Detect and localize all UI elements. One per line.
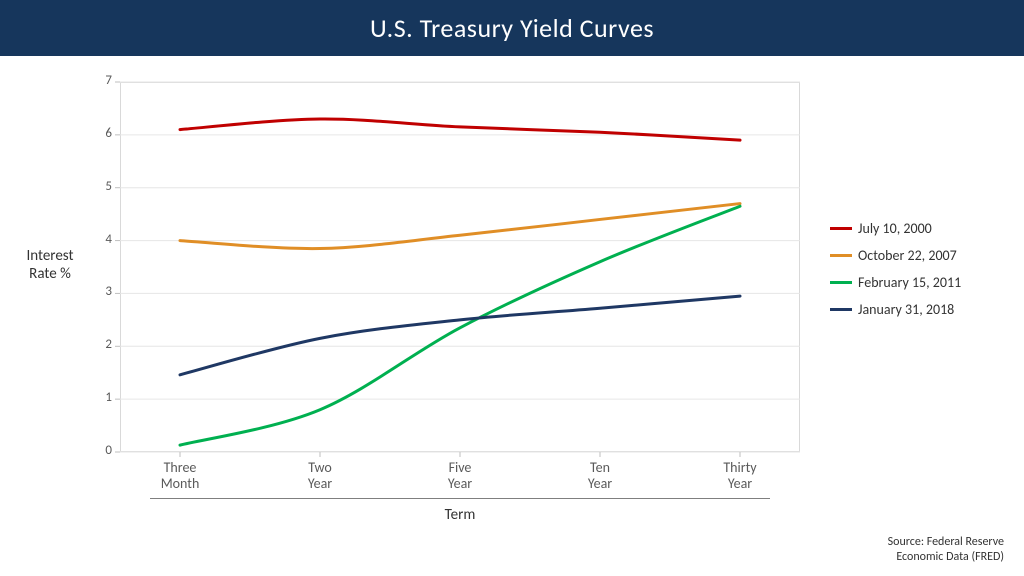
legend-item: July 10, 2000 <box>830 220 961 237</box>
x-tick-label: TenYear <box>560 460 640 492</box>
legend-swatch <box>830 281 852 284</box>
legend-label: October 22, 2007 <box>858 247 957 264</box>
legend-swatch <box>830 254 852 257</box>
title-bar: U.S. Treasury Yield Curves <box>0 0 1024 56</box>
source-text: Source: Federal Reserve Economic Data (F… <box>888 535 1004 566</box>
legend-label: July 10, 2000 <box>858 220 932 237</box>
y-tick-label: 3 <box>90 284 112 299</box>
x-tick-label: ThreeMonth <box>140 460 220 492</box>
legend-label: January 31, 2018 <box>858 301 954 318</box>
y-tick-label: 4 <box>90 232 112 247</box>
y-tick-label: 7 <box>90 73 112 88</box>
x-axis-label: Term <box>410 506 510 524</box>
yield-curve-chart <box>120 82 800 452</box>
y-axis-label: InterestRate % <box>10 247 90 283</box>
legend-swatch <box>830 227 852 230</box>
legend-swatch <box>830 308 852 311</box>
y-tick-label: 0 <box>90 443 112 458</box>
chart-area <box>120 82 800 452</box>
y-tick-label: 2 <box>90 337 112 352</box>
x-tick-label: ThirtyYear <box>700 460 780 492</box>
x-tick-label: FiveYear <box>420 460 500 492</box>
legend: July 10, 2000 October 22, 2007 February 15… <box>830 220 961 328</box>
y-tick-label: 5 <box>90 179 112 194</box>
legend-item: February 15, 2011 <box>830 274 961 291</box>
y-tick-label: 6 <box>90 126 112 141</box>
x-tick-label: TwoYear <box>280 460 360 492</box>
y-tick-label: 1 <box>90 390 112 405</box>
legend-item: January 31, 2018 <box>830 301 961 318</box>
chart-title: U.S. Treasury Yield Curves <box>0 12 1024 44</box>
category-underline <box>150 498 770 499</box>
legend-label: February 15, 2011 <box>858 274 961 291</box>
legend-item: October 22, 2007 <box>830 247 961 264</box>
